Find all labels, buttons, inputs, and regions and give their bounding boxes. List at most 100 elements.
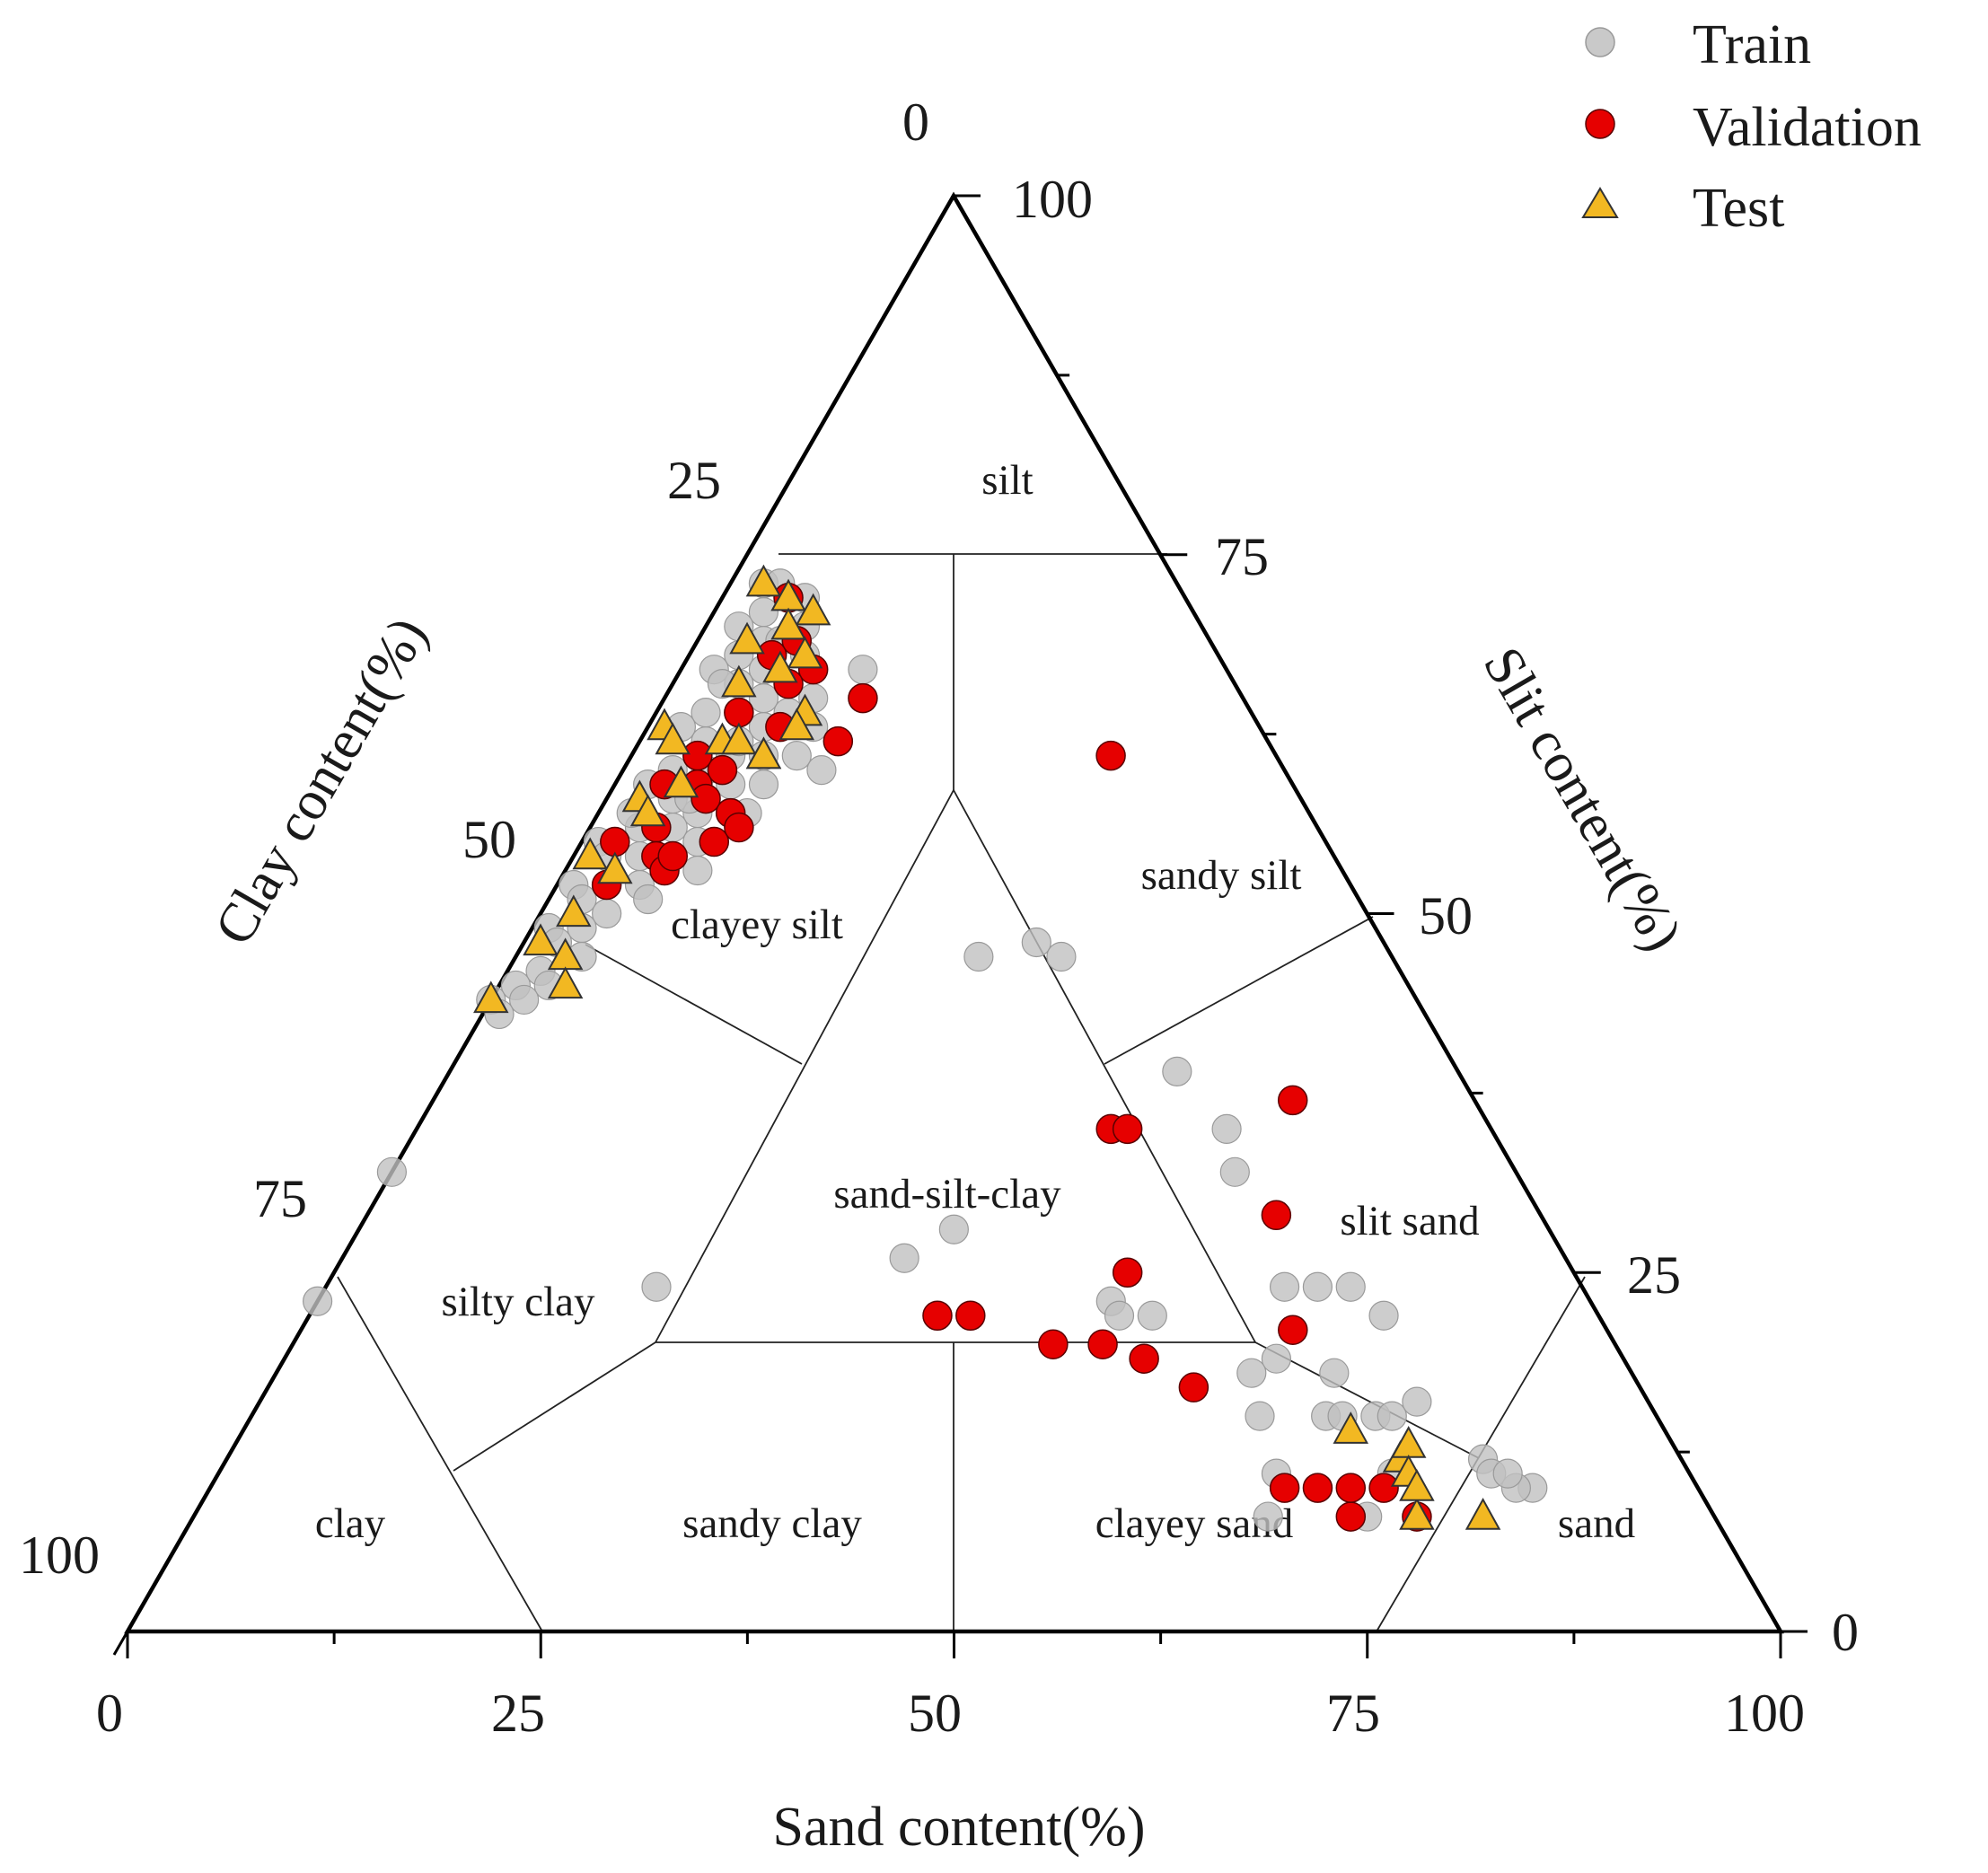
clay-tick — [223, 1451, 233, 1464]
boundary-clay-left — [337, 1276, 543, 1632]
validation-point — [1335, 1473, 1367, 1503]
sand-tick-label-100: 100 — [1724, 1684, 1805, 1743]
validation-point — [1261, 1200, 1292, 1231]
sand-axis-title: Sand content(%) — [773, 1797, 1146, 1858]
validation-point — [1277, 1085, 1308, 1116]
region-label-sand: sand — [1558, 1500, 1635, 1547]
test-point — [1399, 1469, 1435, 1501]
validation-point — [1038, 1329, 1069, 1359]
clay-tick-label-100: 100 — [19, 1526, 100, 1585]
train-point — [748, 597, 779, 628]
legend-marker-validation — [1585, 109, 1615, 139]
clay-tick-label-25: 25 — [667, 451, 721, 510]
sand-tick-label-0: 0 — [96, 1684, 123, 1743]
train-point — [592, 898, 622, 929]
test-point — [721, 722, 757, 755]
clay-axis-title: Clay content(%) — [203, 607, 439, 954]
classification-boundaries — [337, 553, 1586, 1632]
test-point — [1465, 1498, 1501, 1530]
train-point — [1162, 1056, 1192, 1086]
legend-marker-train — [1585, 27, 1615, 57]
validation-point — [1112, 1113, 1143, 1145]
train-point — [1302, 1271, 1333, 1302]
validation-point — [724, 812, 754, 843]
clay-tick-label-50: 50 — [462, 810, 516, 869]
train-point — [633, 884, 664, 915]
train-point — [748, 683, 779, 714]
legend-label-train: Train — [1693, 14, 1811, 75]
train-point — [641, 1271, 672, 1302]
legend-marker-test — [1581, 187, 1619, 218]
region-label-sandy-clay: sandy clay — [682, 1500, 862, 1547]
test-point — [629, 794, 666, 827]
region-label-slit-sand: slit sand — [1340, 1198, 1479, 1244]
tick-labels: 0 25 50 75 100 0 25 50 75 100 0 25 50 75… — [19, 92, 1859, 1743]
test-point — [547, 966, 584, 999]
silt-tick-label-75: 75 — [1215, 527, 1269, 586]
train-point — [1236, 1358, 1267, 1388]
validation-point — [691, 783, 721, 814]
validation-point — [1335, 1501, 1367, 1532]
sand-tick-label-75: 75 — [1326, 1684, 1380, 1743]
test-point — [787, 636, 823, 669]
data-points — [303, 564, 1548, 1532]
clay-tick — [938, 195, 955, 220]
test-point — [473, 980, 509, 1014]
train-point — [1021, 927, 1051, 958]
test-point — [556, 894, 592, 928]
train-point — [1046, 941, 1077, 972]
test-point — [762, 650, 798, 683]
silt-tick-label-0: 0 — [1832, 1603, 1859, 1662]
train-point — [376, 1156, 407, 1187]
train-point — [1245, 1401, 1275, 1431]
train-point — [848, 655, 878, 685]
train-point — [963, 941, 994, 972]
validation-point — [1112, 1257, 1143, 1288]
silt-tick-label-50: 50 — [1419, 886, 1473, 945]
test-point — [1399, 1498, 1435, 1530]
legend-label-validation: Validation — [1693, 97, 1922, 158]
test-point — [745, 736, 782, 769]
clay-tick-label-75: 75 — [253, 1169, 307, 1228]
train-point — [781, 741, 812, 771]
train-point — [1261, 1343, 1292, 1374]
region-label-silty-clay: silty clay — [442, 1279, 595, 1325]
axis-ticks — [112, 194, 1808, 1658]
train-point — [1335, 1271, 1366, 1302]
train-point — [1269, 1271, 1300, 1302]
test-point — [655, 722, 691, 755]
train-point — [682, 855, 713, 886]
test-point — [1333, 1411, 1369, 1444]
validation-point — [822, 725, 854, 757]
clay-tick — [429, 1092, 439, 1105]
validation-point — [1368, 1473, 1399, 1503]
validation-point — [1087, 1329, 1118, 1359]
train-point — [1219, 1156, 1250, 1187]
region-label-clayey-silt: clayey silt — [671, 901, 843, 948]
validation-point — [699, 826, 730, 857]
train-point — [1253, 1501, 1283, 1532]
train-point — [1368, 1300, 1399, 1331]
region-label-sandy-silt: sandy silt — [1141, 852, 1302, 899]
train-point — [1402, 1386, 1432, 1417]
validation-point — [1129, 1343, 1159, 1374]
region-label-clay: clay — [315, 1500, 386, 1547]
test-point — [778, 708, 815, 741]
test-point — [795, 593, 831, 626]
validation-point — [955, 1300, 986, 1331]
test-point — [1390, 1426, 1427, 1458]
region-label-silt: silt — [981, 457, 1033, 504]
train-point — [1137, 1300, 1167, 1331]
train-point — [889, 1243, 919, 1273]
train-point — [1211, 1113, 1242, 1144]
validation-point — [1269, 1473, 1300, 1503]
test-point — [523, 923, 559, 956]
test-point — [745, 564, 782, 597]
train-point — [748, 769, 779, 800]
test-point — [663, 765, 699, 798]
test-point — [597, 851, 633, 884]
validation-point — [848, 682, 878, 714]
train-point — [1104, 1300, 1135, 1331]
clay-tick — [112, 1631, 129, 1656]
